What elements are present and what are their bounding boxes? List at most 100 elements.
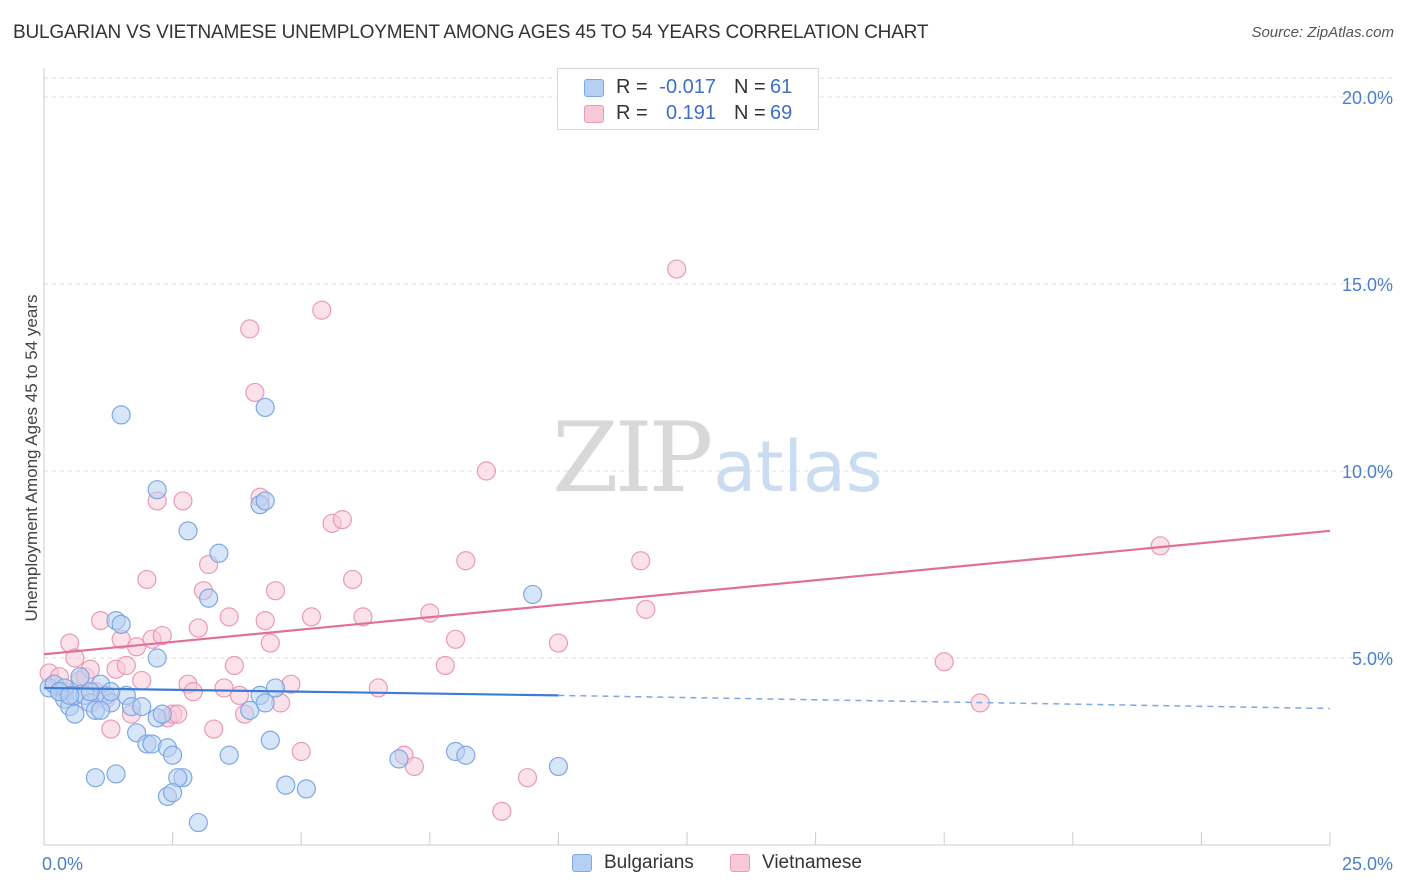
vietnamese-points [39, 259, 1170, 821]
vietnamese-point [353, 607, 373, 627]
bulgarian-point [523, 584, 543, 605]
axes [43, 68, 1330, 846]
vietnamese-point [116, 655, 136, 676]
bulgarian-trend-line [43, 686, 559, 697]
correlation-legend: R = -0.017 N = 61 R = 0.191 N = 69 [557, 68, 819, 130]
vietnamese-point [173, 491, 193, 511]
watermark-zip: ZIP [552, 402, 713, 514]
bulgarian-point [260, 730, 280, 750]
legend-r-label: R = [616, 102, 648, 124]
vietnamese-trend-line [43, 529, 1331, 656]
vietnamese-point [934, 652, 954, 672]
bulgarian-point [548, 756, 569, 777]
vietnamese-swatch [730, 854, 750, 872]
vietnamese-point [312, 300, 332, 320]
bulgarian-point [255, 491, 275, 511]
vietnamese-point [631, 551, 651, 571]
vietnamese-point [636, 599, 656, 619]
vietnamese-point [332, 510, 352, 530]
vietnamese-point [260, 633, 280, 653]
vietnamese-point [219, 607, 239, 627]
y-tick-label: 5.0% [1352, 649, 1393, 669]
bulgarian-point [188, 812, 208, 833]
y-tick-label: 20.0% [1342, 88, 1393, 108]
bulgarian-trend-extension [558, 694, 1331, 710]
bulgarians-legend-label: Bulgarians [604, 852, 694, 873]
vietnamese-point [183, 682, 203, 702]
legend-r-value: -0.017 [659, 76, 716, 98]
y-tick-label: 10.0% [1342, 462, 1393, 482]
bulgarian-point [80, 682, 100, 702]
bulgarian-point [90, 700, 111, 720]
vietnamese-point [214, 678, 234, 698]
vietnamese-point [667, 259, 687, 279]
bulgarian-point [60, 685, 80, 706]
vietnamese-point [245, 382, 265, 403]
vietnamese-point [132, 670, 152, 691]
vietnamese-point [152, 625, 172, 646]
vietnamese-legend-label: Vietnamese [762, 852, 862, 873]
bulgarians-swatch [572, 854, 592, 872]
bulgarian-point [106, 764, 126, 784]
bulgarian-point [111, 405, 131, 425]
legend-row-vietnamese: R = 0.191 N = 69 [558, 101, 818, 127]
vietnamese-point [456, 551, 476, 571]
vietnamese-point [476, 461, 496, 481]
bulgarian-point [296, 779, 316, 799]
x-tick-label-max: 25.0% [1342, 854, 1393, 874]
legend-r-value: 0.191 [665, 102, 716, 124]
y-tick-label: 15.0% [1342, 275, 1393, 295]
bulgarian-point [276, 775, 296, 795]
vietnamese-point [404, 756, 424, 777]
legend-n-value: 69 [770, 102, 793, 124]
bulgarian-point [101, 682, 121, 702]
trend-lines [43, 529, 1331, 710]
y-axis-title: Unemployment Among Ages 45 to 54 years [22, 295, 41, 622]
vietnamese-point [492, 801, 512, 821]
x-axis-tick-labels: 0.0% 25.0% [42, 854, 1393, 874]
bulgarian-point [240, 700, 260, 720]
y-axis-tick-labels: 5.0% 10.0% 15.0% 20.0% [1342, 88, 1393, 669]
legend-n-label: N = [734, 76, 766, 98]
vietnamese-point [137, 569, 157, 590]
bulgarian-point [209, 543, 229, 563]
bulgarian-point [70, 667, 90, 687]
source-label: Source: ZipAtlas.com [1251, 24, 1394, 41]
bulgarian-point [255, 397, 275, 418]
bulgarian-point [147, 480, 167, 500]
legend-swatch-pink [584, 105, 604, 123]
vietnamese-point [517, 768, 538, 788]
vietnamese-point [301, 607, 322, 627]
bulgarian-point [132, 697, 152, 717]
bulgarian-point [255, 693, 275, 713]
bulgarian-point [111, 614, 131, 634]
bulgarian-point [199, 588, 219, 608]
bulgarian-point [85, 768, 106, 788]
legend-n-value: 61 [770, 76, 793, 98]
watermark: ZIPatlas [552, 402, 882, 514]
bulgarian-point [147, 648, 167, 668]
bulgarian-point [152, 704, 172, 724]
bulgarian-point [163, 745, 183, 765]
vietnamese-point [435, 655, 455, 676]
vietnamese-point [240, 319, 260, 339]
vietnamese-point [291, 741, 311, 762]
vietnamese-point [368, 678, 388, 698]
x-tick-label-min: 0.0% [42, 854, 83, 874]
bulgarian-point [389, 749, 409, 769]
legend-n-label: N = [734, 102, 766, 124]
grid-lines [44, 77, 1395, 659]
vietnamese-point [445, 629, 466, 649]
bulgarian-points [39, 397, 569, 833]
vietnamese-point [265, 581, 286, 601]
vietnamese-point [204, 719, 224, 739]
vietnamese-point [343, 569, 363, 590]
legend-r-label: R = [616, 76, 648, 98]
vietnamese-point [548, 633, 569, 653]
bulgarian-point [65, 704, 85, 724]
vietnamese-point [188, 618, 208, 638]
legend-row-bulgarians: R = -0.017 N = 61 [558, 75, 818, 101]
chart-title: BULGARIAN VS VIETNAMESE UNEMPLOYMENT AMO… [13, 22, 929, 43]
x-axis-ticks [43, 832, 1331, 845]
